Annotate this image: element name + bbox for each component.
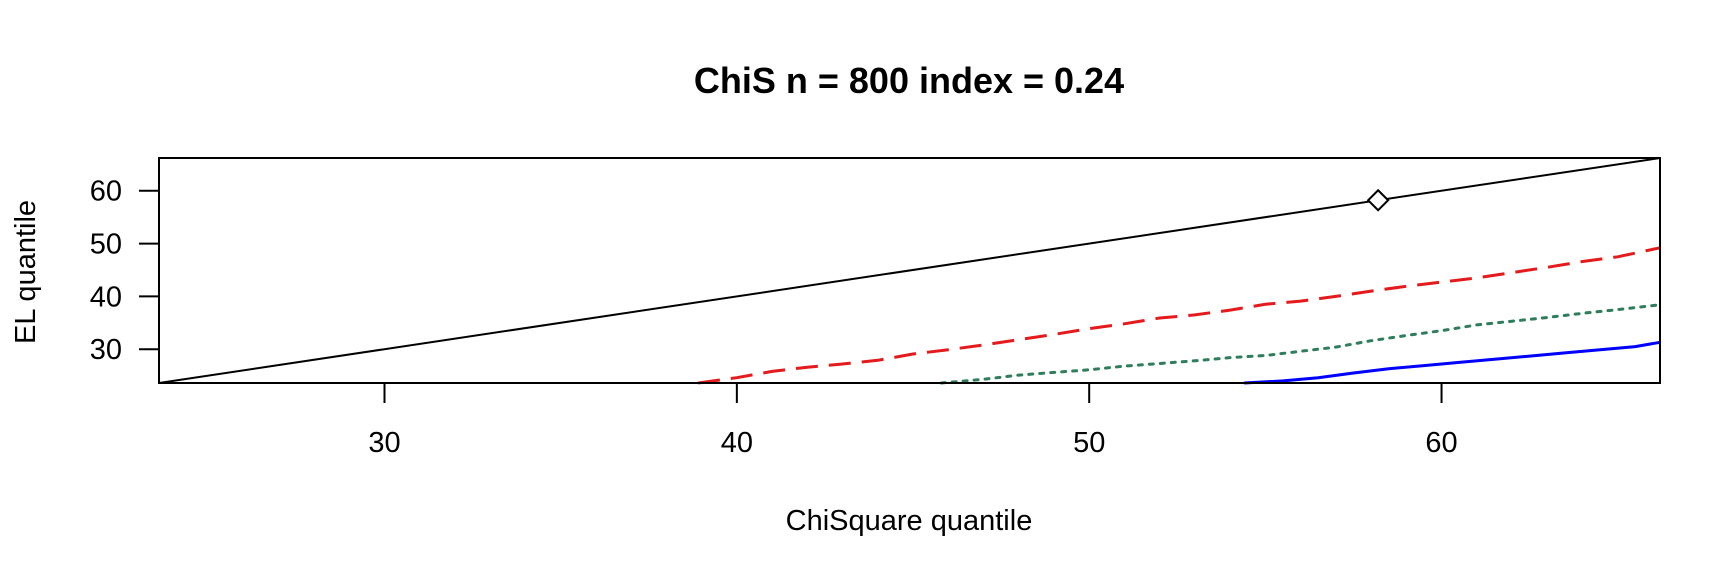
y-axis-label: EL quantile bbox=[10, 200, 42, 344]
y-tick-label-40: 40 bbox=[90, 281, 122, 313]
diamond-marker bbox=[1366, 188, 1390, 212]
y-tick-label-30: 30 bbox=[90, 334, 122, 366]
series-line-3 bbox=[1244, 340, 1661, 385]
series-line-1 bbox=[697, 246, 1661, 385]
chart-title: ChiS n = 800 index = 0.24 bbox=[694, 60, 1124, 101]
reference-line bbox=[158, 157, 1661, 384]
x-tick-label-40: 40 bbox=[721, 427, 753, 459]
y-tick-label-50: 50 bbox=[90, 229, 122, 261]
plot-frame bbox=[158, 157, 1661, 384]
y-tick-label-60: 60 bbox=[90, 176, 122, 208]
x-tick-label-50: 50 bbox=[1073, 427, 1105, 459]
plot-area bbox=[158, 157, 1662, 385]
series-line-2 bbox=[939, 303, 1662, 385]
x-tick-label-30: 30 bbox=[368, 427, 400, 459]
x-tick-label-60: 60 bbox=[1425, 427, 1457, 459]
x-axis-label: ChiSquare quantile bbox=[786, 505, 1033, 537]
